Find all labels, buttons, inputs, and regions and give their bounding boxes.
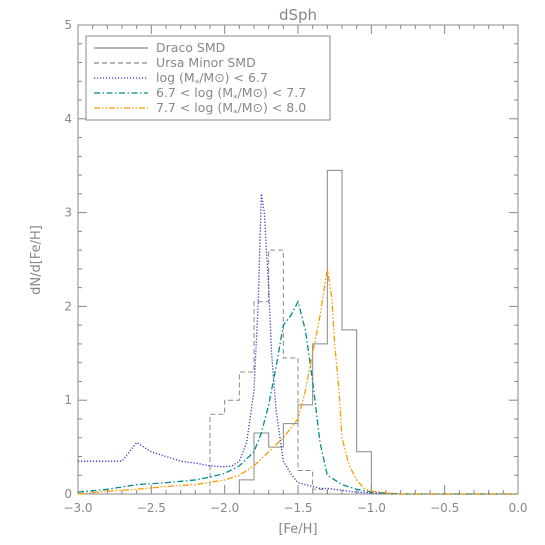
histogram-ursa-minor [209, 249, 342, 495]
y-tick-label: 1 [64, 393, 72, 407]
histogram-draco [238, 169, 372, 494]
y-tick-label: 3 [64, 206, 72, 220]
legend-label: 6.7 < log (M*/M⊙) < 7.7 [156, 85, 306, 104]
x-tick-label: −1.5 [283, 501, 312, 515]
mid-mass-curve [77, 299, 518, 495]
x-tick-label: −3.0 [63, 501, 92, 515]
x-tick-label: −0.5 [430, 501, 459, 515]
y-tick-label: 2 [64, 299, 72, 313]
y-axis-label: dN/d[Fe/H] [29, 225, 44, 295]
y-tick-label: 0 [64, 487, 72, 501]
legend-label: Draco SMD [156, 40, 225, 55]
plot-area: −3.0 −2.5 −2.0 −1.5 −1.0 −0.5 0.0 0 1 2 3 4 5 [63, 18, 527, 515]
legend-box [85, 35, 331, 121]
chart-title: dSph [279, 6, 317, 24]
x-tick-label: −2.0 [210, 501, 239, 515]
x-tick-label: 0.0 [508, 501, 527, 515]
y-tick-label: 5 [64, 18, 72, 32]
legend-label: 7.7 < log (M*/M⊙) < 8.0 [156, 100, 306, 119]
x-axis-label: [Fe/H] [278, 522, 317, 537]
legend-label: Ursa Minor SMD [156, 55, 256, 70]
x-tick-label: −1.0 [357, 501, 386, 515]
x-tick-label: −2.5 [137, 501, 166, 515]
high-mass-curve [77, 268, 518, 495]
legend-label: log (M*/M⊙) < 6.7 [156, 70, 268, 89]
y-tick-label: 4 [64, 112, 72, 126]
